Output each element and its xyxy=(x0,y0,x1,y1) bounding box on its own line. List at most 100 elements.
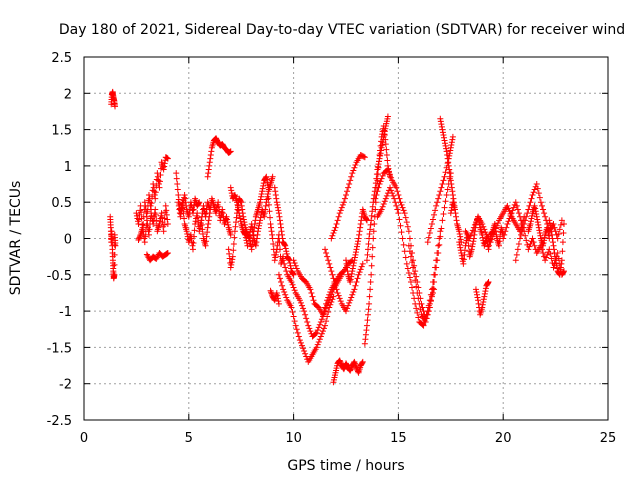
data-point xyxy=(370,199,377,206)
data-point xyxy=(485,279,492,286)
data-point xyxy=(435,195,442,202)
data-point xyxy=(394,188,401,195)
data-point xyxy=(205,217,212,224)
data-point xyxy=(493,231,500,238)
data-point xyxy=(173,175,180,182)
data-point xyxy=(189,210,196,217)
data-point xyxy=(337,207,344,214)
data-point xyxy=(111,251,118,258)
data-point xyxy=(444,152,451,159)
data-point xyxy=(424,311,431,318)
data-point xyxy=(164,155,171,162)
data-point xyxy=(453,217,460,224)
y-tick-label: -1.5 xyxy=(47,341,72,356)
data-point xyxy=(560,269,567,276)
data-point xyxy=(225,221,232,228)
data-point xyxy=(290,284,297,291)
data-point xyxy=(318,316,325,323)
data-point xyxy=(263,196,270,203)
data-point xyxy=(374,166,381,173)
data-point xyxy=(273,289,280,296)
data-point xyxy=(525,206,532,213)
data-point xyxy=(362,331,369,338)
data-point xyxy=(533,181,540,188)
data-point xyxy=(376,181,383,188)
data-point xyxy=(513,251,520,258)
data-point xyxy=(274,242,281,249)
data-point xyxy=(226,250,233,257)
data-point xyxy=(144,208,151,215)
data-point xyxy=(355,235,362,242)
data-point xyxy=(272,188,279,195)
data-point xyxy=(519,228,526,235)
data-point xyxy=(400,207,407,214)
data-point xyxy=(269,235,276,242)
data-point xyxy=(379,142,386,149)
data-point xyxy=(274,204,281,211)
data-point xyxy=(527,220,534,227)
data-point xyxy=(527,199,534,206)
data-point xyxy=(384,113,391,120)
data-point xyxy=(489,233,496,240)
data-point xyxy=(316,321,323,328)
data-point xyxy=(449,136,456,143)
data-point xyxy=(401,210,408,217)
data-point xyxy=(503,224,510,231)
data-point xyxy=(447,147,454,154)
data-point xyxy=(441,137,448,144)
data-point xyxy=(363,322,370,329)
data-point xyxy=(297,299,304,306)
data-point xyxy=(378,147,385,154)
data-point xyxy=(356,228,363,235)
data-point xyxy=(405,269,412,276)
data-point xyxy=(283,250,290,257)
data-point xyxy=(382,195,389,202)
data-point xyxy=(468,230,475,237)
data-point xyxy=(175,191,182,198)
data-point xyxy=(377,150,384,157)
data-point xyxy=(143,217,150,224)
data-point xyxy=(442,169,449,176)
data-point xyxy=(373,175,380,182)
data-point xyxy=(335,292,342,299)
data-point xyxy=(177,213,184,220)
data-point xyxy=(263,199,270,206)
data-point xyxy=(391,195,398,202)
data-point xyxy=(228,187,235,194)
data-point xyxy=(451,206,458,213)
data-point xyxy=(348,294,355,301)
data-point xyxy=(230,247,237,254)
data-point xyxy=(219,210,226,217)
data-point xyxy=(319,311,326,318)
data-point xyxy=(393,184,400,191)
data-point xyxy=(442,198,449,205)
data-point xyxy=(526,202,533,209)
data-point xyxy=(322,322,329,329)
data-point xyxy=(161,163,168,170)
data-point xyxy=(443,148,450,155)
data-point xyxy=(412,268,419,275)
data-point xyxy=(443,191,450,198)
data-point xyxy=(231,234,238,241)
data-point xyxy=(376,158,383,165)
data-point xyxy=(174,181,181,188)
data-point xyxy=(536,227,543,234)
data-point xyxy=(437,118,444,125)
data-point xyxy=(315,338,322,345)
data-point xyxy=(215,199,222,206)
data-point xyxy=(402,254,409,261)
data-point xyxy=(449,188,456,195)
data-point xyxy=(505,218,512,225)
data-point xyxy=(337,298,344,305)
data-point xyxy=(268,289,275,296)
data-point xyxy=(283,248,290,255)
data-point xyxy=(415,295,422,302)
data-point xyxy=(152,189,159,196)
data-point xyxy=(161,221,168,228)
data-point xyxy=(315,324,322,331)
data-point xyxy=(256,220,263,227)
data-point xyxy=(380,136,387,143)
data-point xyxy=(555,255,562,262)
